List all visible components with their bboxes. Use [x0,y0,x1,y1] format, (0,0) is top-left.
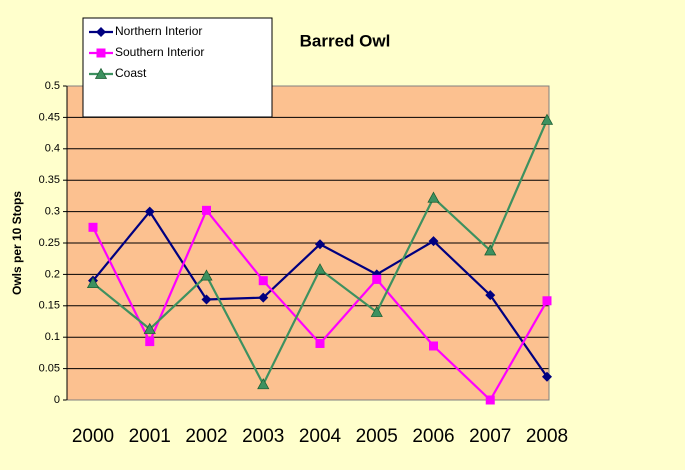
point [145,337,155,347]
point [315,239,325,250]
x-tick-label: 2008 [526,426,568,447]
x-tick-label: 2006 [412,426,454,447]
point [372,274,382,284]
x-tick-label: 2000 [72,426,114,447]
x-tick-label: 2002 [185,426,227,447]
point [258,292,269,303]
point [143,322,156,334]
legend-marker [96,27,106,37]
point [200,269,213,281]
y-tick-label: 0.15 [39,300,60,312]
point [257,378,270,390]
y-tick-label: 0 [54,394,60,406]
point [202,205,211,215]
point [86,276,100,289]
chart-title: Barred Owl [300,31,391,50]
point [484,244,497,256]
point [88,222,98,232]
point [315,338,325,348]
point [485,290,496,301]
point [540,113,554,125]
point [201,294,212,305]
legend-box [82,17,273,118]
x-tick-label: 2003 [242,426,284,447]
x-tick-label: 2004 [299,426,342,447]
y-tick-label: 0.5 [45,80,60,92]
y-tick-label: 0.05 [39,363,60,375]
y-tick-label: 0.35 [39,174,60,186]
x-tick-label: 2007 [469,426,511,447]
x-tick-label: 2001 [129,426,171,447]
point [428,236,439,247]
x-tick-label: 2005 [356,426,398,447]
point [485,395,495,405]
y-tick-label: 0.3 [45,206,60,218]
point [542,371,552,382]
y-axis-label: Owls per 10 Stops [10,191,24,295]
legend-label: Southern Interior [115,45,204,59]
point [313,263,327,275]
legend-marker [94,67,108,79]
y-tick-label: 0.45 [39,111,60,123]
y-tick-label: 0.2 [45,268,60,280]
point [542,296,552,306]
point [144,206,155,217]
y-tick-label: 0.4 [45,143,60,155]
point [370,305,383,317]
point [427,191,440,203]
legend-label: Northern Interior [115,24,202,38]
y-tick-label: 0.25 [39,237,60,249]
legend-label: Coast [115,66,147,80]
point [429,341,438,351]
y-tick-label: 0.1 [45,331,60,343]
point [258,276,268,286]
legend-marker [96,48,106,58]
